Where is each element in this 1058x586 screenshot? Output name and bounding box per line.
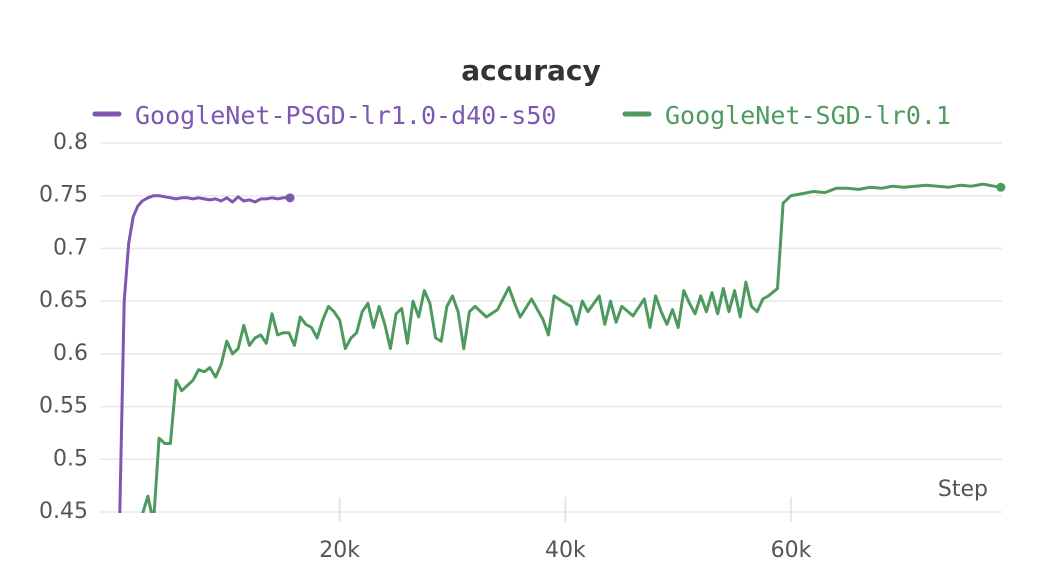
y-tick-label: 0.55 <box>39 394 88 419</box>
y-tick-label: 0.5 <box>53 446 88 471</box>
series-line <box>141 182 1002 513</box>
y-tick-label: 0.8 <box>53 130 88 155</box>
y-tick-label: 0.65 <box>39 288 88 313</box>
x-tick-label: 60k <box>771 538 812 563</box>
end-marker <box>996 182 1006 192</box>
y-tick-label: 0.75 <box>39 183 88 208</box>
y-tick-label: 0.6 <box>53 341 88 366</box>
x-tick-label: 20k <box>319 538 360 563</box>
end-marker <box>285 193 295 203</box>
grid <box>100 142 1002 522</box>
legend-label: GoogleNet-PSGD-lr1.0-d40-s50 <box>135 101 556 130</box>
series-line <box>118 194 290 513</box>
y-tick-label: 0.45 <box>39 499 88 524</box>
chart-title: accuracy <box>461 54 601 87</box>
x-axis-label: Step <box>938 477 988 502</box>
plot-area <box>118 182 1002 513</box>
y-tick-label: 0.7 <box>53 235 88 260</box>
legend-label: GoogleNet-SGD-lr0.1 <box>665 101 951 130</box>
x-tick-label: 40k <box>545 538 586 563</box>
